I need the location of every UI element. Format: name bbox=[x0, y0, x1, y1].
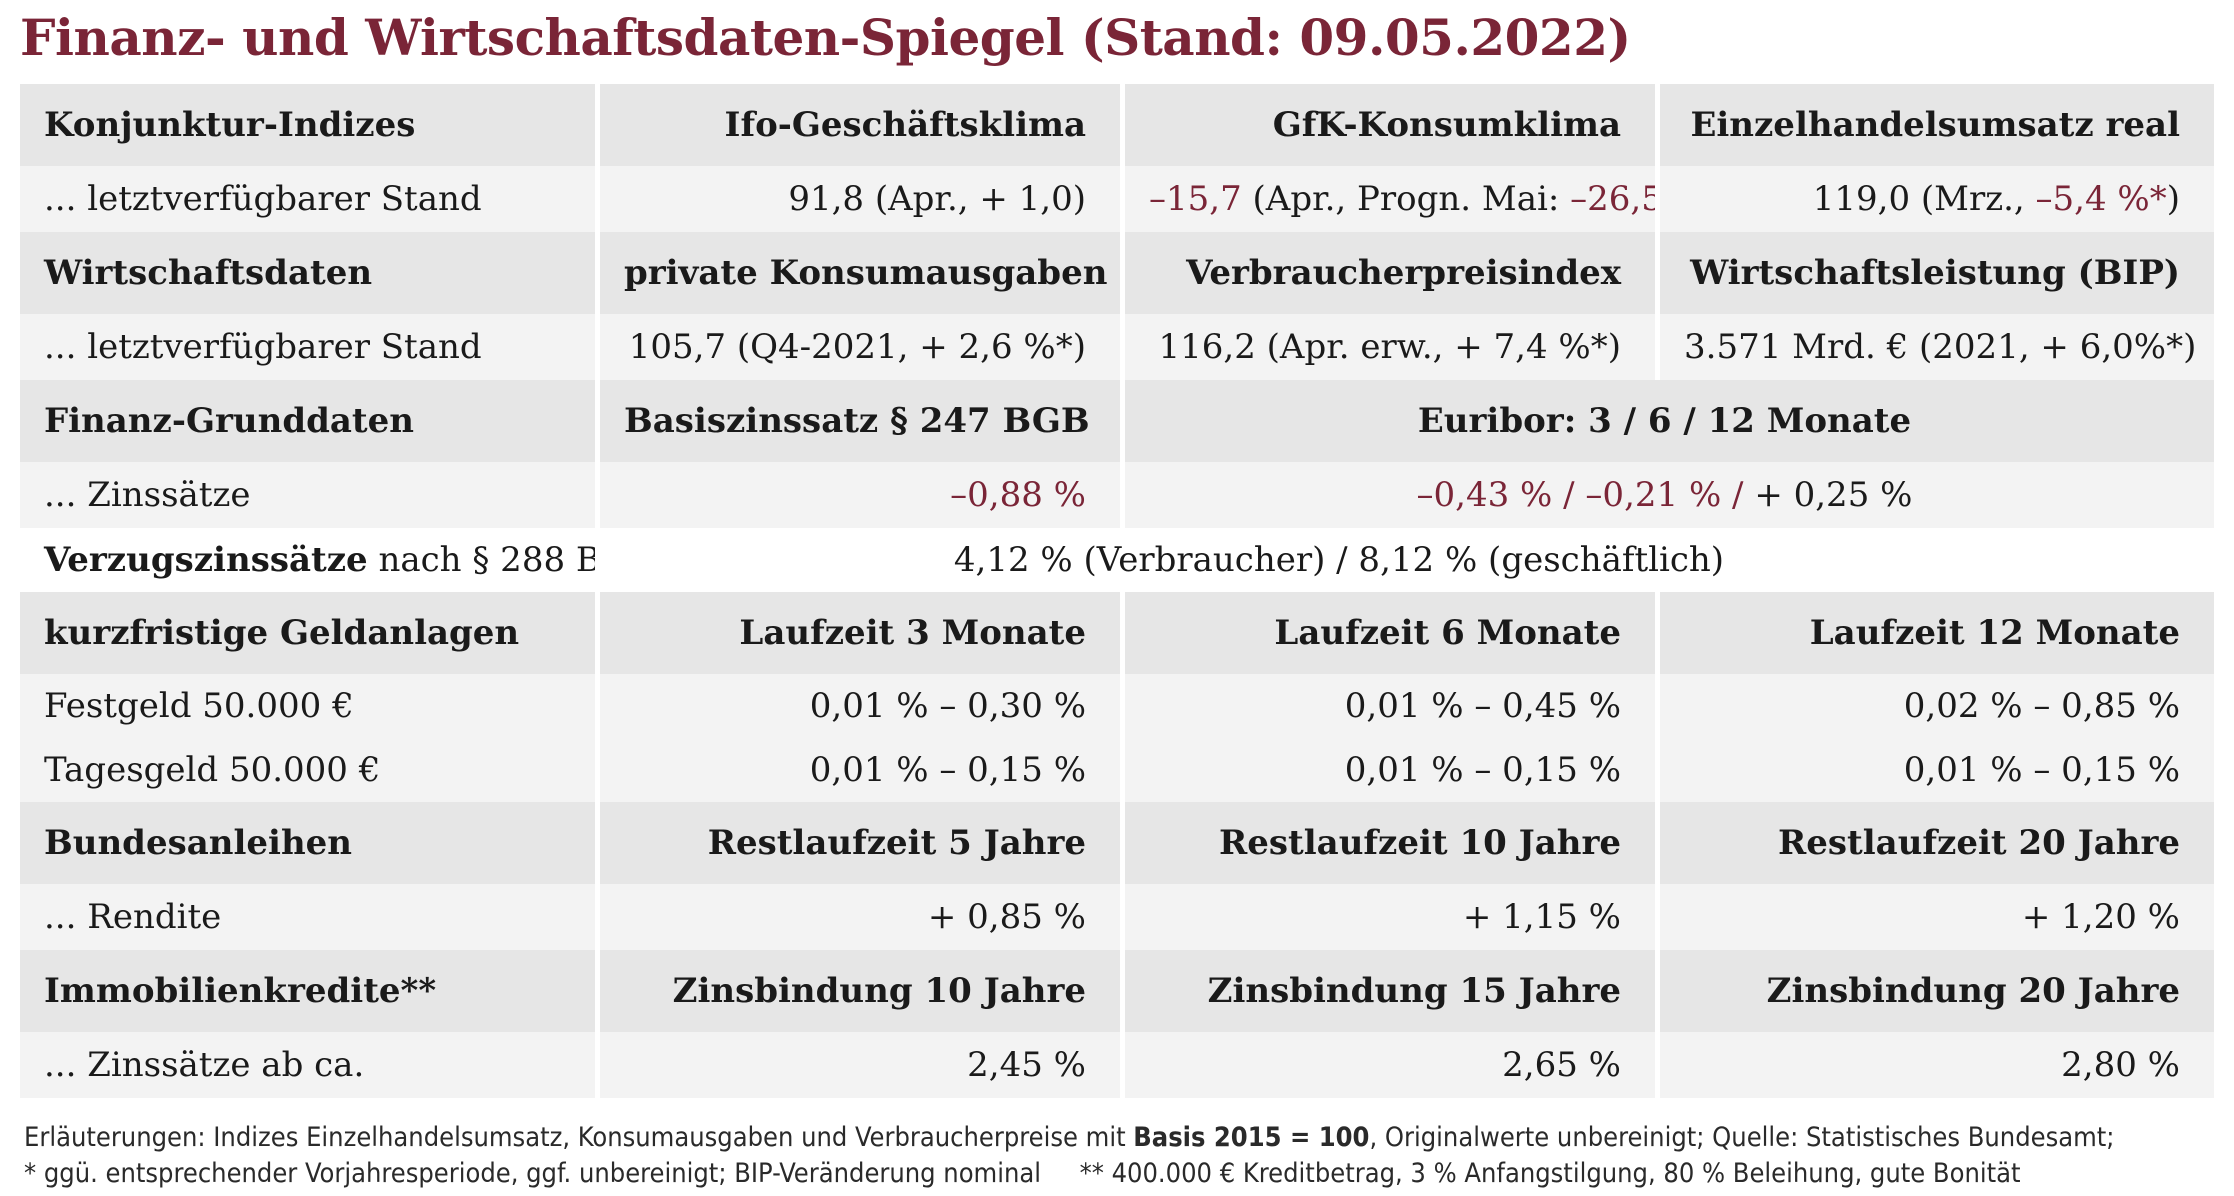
row-label: ... letztverfügbarer Stand bbox=[20, 166, 595, 232]
einzelhandel-value: 119,0 (Mrz., –5,4 %*) bbox=[1655, 166, 2214, 232]
column-header: Wirtschaftsleistung (BIP) bbox=[1655, 232, 2214, 314]
cell-value: + 1,20 % bbox=[1655, 884, 2214, 950]
einzelhandel-value-close: ) bbox=[2166, 179, 2180, 219]
verzug-label-rest: nach § 288 BGB bbox=[378, 540, 595, 580]
verzug-value: 4,12 % (Verbraucher) / 8,12 % (geschäftl… bbox=[595, 528, 2214, 592]
geldanlagen-header-row: kurzfristige Geldanlagen Laufzeit 3 Mona… bbox=[20, 592, 2214, 674]
cell-value: 0,01 % – 0,15 % bbox=[1120, 738, 1655, 802]
euribor-negative: –0,43 % / –0,21 % / bbox=[1416, 475, 1744, 515]
column-header: Restlaufzeit 5 Jahre bbox=[595, 802, 1120, 884]
row-label: Festgeld 50.000 € bbox=[20, 674, 595, 738]
cell-value: 0,01 % – 0,45 % bbox=[1120, 674, 1655, 738]
cell-value: 0,01 % – 0,15 % bbox=[1655, 738, 2214, 802]
column-header: Zinsbindung 10 Jahre bbox=[595, 950, 1120, 1032]
footnotes: Erläuterungen: Indizes Einzelhandelsumsa… bbox=[24, 1120, 2214, 1192]
cell-value: 2,45 % bbox=[595, 1032, 1120, 1098]
cell-value: 105,7 (Q4-2021, + 2,6 %*) bbox=[595, 314, 1120, 380]
euribor-value: –0,43 % / –0,21 % / + 0,25 % bbox=[1120, 462, 2214, 528]
wirtschaft-values-row: ... letztverfügbarer Stand 105,7 (Q4-202… bbox=[20, 314, 2214, 380]
wirtschaft-header-row: Wirtschaftsdaten private Konsumausgaben … bbox=[20, 232, 2214, 314]
row-label: ... letztverfügbarer Stand bbox=[20, 314, 595, 380]
immobilien-header-row: Immobilienkredite** Zinsbindung 10 Jahre… bbox=[20, 950, 2214, 1032]
anleihen-header-row: Bundesanleihen Restlaufzeit 5 Jahre Rest… bbox=[20, 802, 2214, 884]
footnote-text: Erläuterungen: Indizes Einzelhandelsumsa… bbox=[24, 1122, 1134, 1153]
zins-values-row: ... Zinssätze –0,88 % –0,43 % / –0,21 % … bbox=[20, 462, 2214, 528]
row-label: Tagesgeld 50.000 € bbox=[20, 738, 595, 802]
column-header: Restlaufzeit 10 Jahre bbox=[1120, 802, 1655, 884]
verzug-label-bold: Verzugszinssätze bbox=[44, 540, 368, 580]
section-label: Finanz-Grunddaten bbox=[20, 380, 595, 462]
row-label: ... Rendite bbox=[20, 884, 595, 950]
ifo-value: 91,8 (Apr., + 1,0) bbox=[595, 166, 1120, 232]
footnote-text: , Originalwerte unbereinigt; Quelle: Sta… bbox=[1369, 1122, 2115, 1153]
cell-value: + 1,15 % bbox=[1120, 884, 1655, 950]
footnote-line-1: Erläuterungen: Indizes Einzelhandelsumsa… bbox=[24, 1120, 2214, 1156]
column-header: private Konsumausgaben real bbox=[595, 232, 1120, 314]
row-label: ... Zinssätze ab ca. bbox=[20, 1032, 595, 1098]
section-label: Wirtschaftsdaten bbox=[20, 232, 595, 314]
verzug-row: Verzugszinssätze nach § 288 BGB 4,12 % (… bbox=[20, 528, 2214, 592]
row-label: Verzugszinssätze nach § 288 BGB bbox=[20, 528, 595, 592]
festgeld-row: Festgeld 50.000 € 0,01 % – 0,30 % 0,01 %… bbox=[20, 674, 2214, 738]
einzelhandel-change-negative: –5,4 %* bbox=[2035, 179, 2167, 219]
column-header: Basiszinssatz § 247 BGB bbox=[595, 380, 1120, 462]
column-header: Ifo-Geschäftsklima bbox=[595, 84, 1120, 166]
cell-value: 0,02 % – 0,85 % bbox=[1655, 674, 2214, 738]
column-header: Einzelhandelsumsatz real bbox=[1655, 84, 2214, 166]
cell-value: 0,01 % – 0,30 % bbox=[595, 674, 1120, 738]
column-header: Zinsbindung 20 Jahre bbox=[1655, 950, 2214, 1032]
gfk-value-text: (Apr., Progn. Mai: bbox=[1241, 179, 1571, 219]
cell-value: 0,01 % – 0,15 % bbox=[595, 738, 1120, 802]
column-header: Restlaufzeit 20 Jahre bbox=[1655, 802, 2214, 884]
immobilien-values-row: ... Zinssätze ab ca. 2,45 % 2,65 % 2,80 … bbox=[20, 1032, 2214, 1098]
cell-value: 2,80 % bbox=[1655, 1032, 2214, 1098]
cell-value: 2,65 % bbox=[1120, 1032, 1655, 1098]
finanz-header-row: Finanz-Grunddaten Basiszinssatz § 247 BG… bbox=[20, 380, 2214, 462]
section-label: kurzfristige Geldanlagen bbox=[20, 592, 595, 674]
page-title: Finanz- und Wirtschaftsdaten-Spiegel (St… bbox=[20, 8, 1631, 67]
finance-data-table: Konjunktur-Indizes Ifo-Geschäftsklima Gf… bbox=[20, 84, 2214, 1098]
tagesgeld-row: Tagesgeld 50.000 € 0,01 % – 0,15 % 0,01 … bbox=[20, 738, 2214, 802]
konjunktur-values-row: ... letztverfügbarer Stand 91,8 (Apr., +… bbox=[20, 166, 2214, 232]
column-header: Laufzeit 12 Monate bbox=[1655, 592, 2214, 674]
footnote-basis-bold: Basis 2015 = 100 bbox=[1133, 1122, 1370, 1153]
section-label: Bundesanleihen bbox=[20, 802, 595, 884]
row-label: ... Zinssätze bbox=[20, 462, 595, 528]
cell-value: 3.571 Mrd. € (2021, + 6,0%*) bbox=[1655, 314, 2214, 380]
gfk-forecast-negative: –26,5 bbox=[1570, 179, 1655, 219]
column-header: GfK-Konsumklima bbox=[1120, 84, 1655, 166]
column-header: Verbraucherpreisindex bbox=[1120, 232, 1655, 314]
cell-value: + 0,85 % bbox=[595, 884, 1120, 950]
gfk-value-negative: –15,7 bbox=[1149, 179, 1242, 219]
section-label: Immobilienkredite** bbox=[20, 950, 595, 1032]
rendite-row: ... Rendite + 0,85 % + 1,15 % + 1,20 % bbox=[20, 884, 2214, 950]
einzelhandel-value-text: 119,0 (Mrz., bbox=[1812, 179, 2036, 219]
section-label: Konjunktur-Indizes bbox=[20, 84, 595, 166]
cell-value: 116,2 (Apr. erw., + 7,4 %*) bbox=[1120, 314, 1655, 380]
basiszins-value: –0,88 % bbox=[595, 462, 1120, 528]
column-header: Laufzeit 6 Monate bbox=[1120, 592, 1655, 674]
euribor-positive: + 0,25 % bbox=[1743, 475, 1913, 515]
konjunktur-header-row: Konjunktur-Indizes Ifo-Geschäftsklima Gf… bbox=[20, 84, 2214, 166]
column-header: Euribor: 3 / 6 / 12 Monate bbox=[1120, 380, 2214, 462]
gfk-value: –15,7 (Apr., Progn. Mai: –26,5) bbox=[1120, 166, 1655, 232]
column-header: Zinsbindung 15 Jahre bbox=[1120, 950, 1655, 1032]
column-header: Laufzeit 3 Monate bbox=[595, 592, 1120, 674]
footnote-line-2: * ggü. entsprechender Vorjahresperiode, … bbox=[24, 1158, 2021, 1189]
